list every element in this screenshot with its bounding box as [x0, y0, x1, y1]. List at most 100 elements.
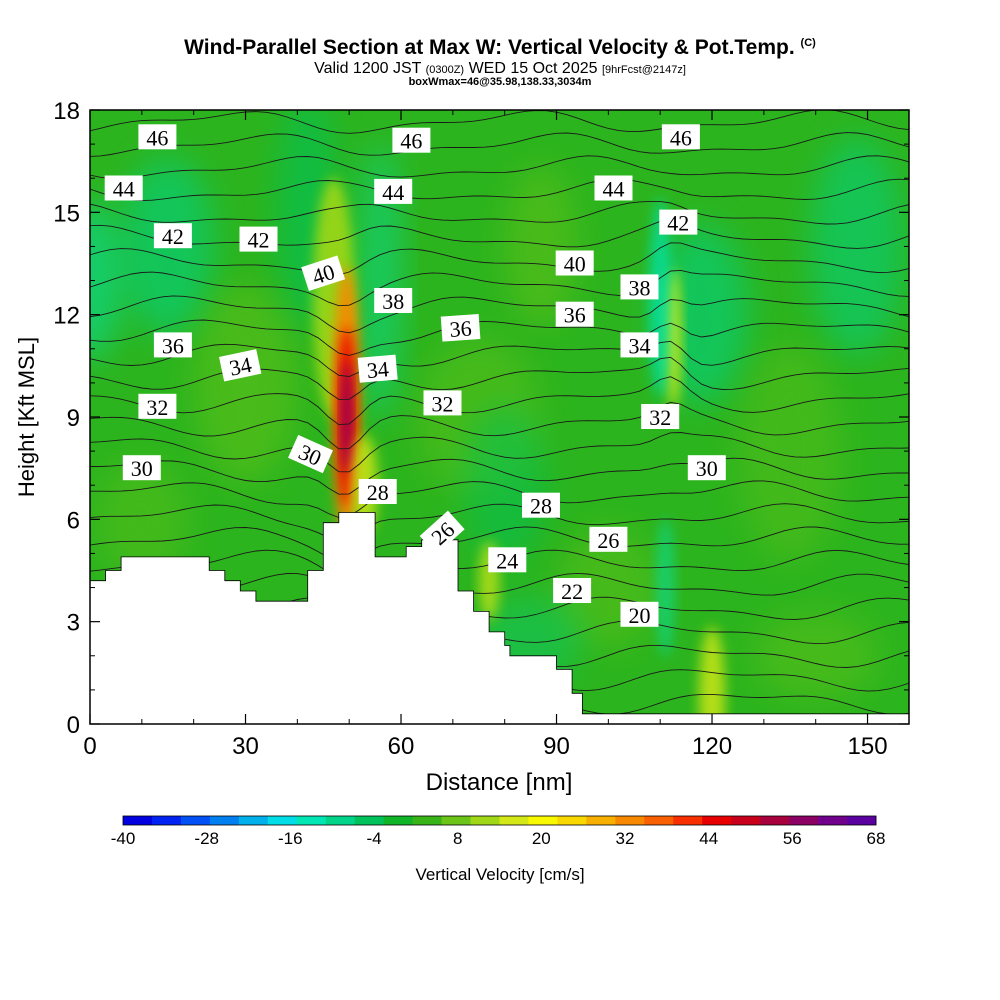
- y-tick-label: 15: [53, 200, 80, 227]
- contour-label: 40: [301, 255, 346, 291]
- contour-label-box: [357, 354, 398, 383]
- y-tick-label: 3: [67, 610, 80, 637]
- velocity-blob: [463, 405, 547, 566]
- contour-label: 44: [104, 175, 143, 202]
- theta-contour-line: [90, 178, 909, 202]
- contour-label-box: [219, 349, 262, 382]
- velocity-core: [699, 626, 726, 724]
- velocity-blob: [810, 136, 904, 357]
- contour-label-box: [641, 404, 680, 429]
- terrain-mask: [90, 512, 909, 724]
- contour-label-text: 44: [113, 177, 135, 202]
- contour-label: 42: [239, 226, 278, 253]
- plot-area: 46 46 46 44 44 44 42 42 42 40 40 38 38 36 36 36 34 34 34 32…: [90, 110, 909, 724]
- colorbar-swatch: [123, 816, 153, 825]
- colorbar-swatch: [180, 816, 211, 825]
- y-tick-label: 6: [67, 507, 80, 534]
- contour-label-text: 44: [603, 177, 625, 202]
- contour-label-text: 28: [530, 494, 552, 519]
- potential-temperature-contours: [90, 110, 909, 715]
- colorbar: -40 -28 -16 -4 8 20 32 44 56 68: [111, 815, 885, 848]
- contour-label-box: [440, 314, 481, 342]
- theta-contour-line: [90, 200, 909, 225]
- contour-label-box: [153, 332, 192, 358]
- contour-label: 46: [661, 124, 700, 150]
- contour-label-box: [239, 226, 278, 252]
- colorbar-tick-label: 20: [532, 829, 551, 848]
- contour-label-text: 40: [564, 252, 586, 277]
- colorbar-tick-label: 32: [616, 829, 635, 848]
- contour-label: 46: [138, 124, 177, 150]
- contour-label-box: [104, 175, 143, 201]
- contour-label-text: 32: [432, 391, 454, 416]
- x-axis-label: Distance [nm]: [426, 769, 573, 796]
- theta-contour-line: [90, 503, 909, 542]
- colorbar-swatch: [499, 816, 529, 825]
- contour-label-box: [553, 578, 592, 603]
- theta-contour-line: [90, 319, 909, 356]
- contour-label-text: 42: [248, 228, 270, 253]
- theta-contour-line: [90, 295, 909, 334]
- contour-label-box: [488, 547, 527, 573]
- colorbar-swatch: [789, 816, 819, 825]
- contour-label: 30: [122, 455, 161, 481]
- colorbar-swatch: [267, 816, 298, 825]
- contour-label-text: 32: [146, 395, 168, 420]
- contour-label-box: [374, 288, 413, 313]
- valid-time-subtitle: Valid 1200 JST (0300Z) WED 15 Oct 2025 […: [314, 60, 686, 77]
- theta-contour-line: [90, 242, 909, 276]
- y-tick-label: 0: [67, 712, 80, 739]
- colorbar-swatch: [673, 816, 703, 825]
- contour-label-text: 34: [366, 356, 390, 383]
- colorbar-tick-label: -28: [194, 829, 219, 848]
- vertical-velocity-field: [90, 110, 904, 724]
- velocity-blob: [90, 200, 122, 361]
- contour-label-text: 36: [449, 316, 473, 342]
- contour-label: 22: [553, 578, 592, 604]
- contour-label: 36: [153, 332, 192, 358]
- contour-label-box: [423, 390, 462, 416]
- contour-label-box: [555, 250, 594, 276]
- colorbar-swatch: [412, 816, 442, 825]
- theta-contour-line: [90, 219, 909, 249]
- contour-label: 42: [659, 209, 698, 236]
- colorbar-swatch: [644, 816, 674, 825]
- colorbar-tick-label: 56: [783, 829, 802, 848]
- contour-label-box: [687, 455, 726, 481]
- contour-label: 40: [555, 250, 594, 277]
- theta-contour-line: [90, 457, 909, 495]
- theta-contour-line: [90, 401, 909, 450]
- colorbar-swatch: [818, 816, 848, 825]
- theta-contour-line: [90, 480, 909, 519]
- contour-label-box: [153, 223, 192, 249]
- box-wmax-info: boxWmax=46@35.98,138.33,3034m: [408, 76, 592, 88]
- colorbar-swatch: [557, 816, 587, 825]
- colorbar-tick-label: -4: [366, 829, 381, 848]
- colorbar-swatch: [615, 816, 645, 825]
- contour-label-text: 28: [367, 480, 389, 505]
- contour-label: 42: [153, 223, 192, 249]
- colorbar-frame: [122, 815, 877, 826]
- contour-label-text: 42: [667, 211, 689, 236]
- contour-label-text: 30: [131, 456, 153, 481]
- contour-label-box: [358, 479, 397, 504]
- theta-contour-line: [90, 376, 909, 426]
- contour-label: 32: [641, 404, 680, 430]
- velocity-core: [656, 517, 675, 658]
- colorbar-swatch: [470, 816, 500, 825]
- contour-label-box: [392, 127, 431, 153]
- contour-label-text: 36: [564, 303, 586, 328]
- x-tick-label: 30: [232, 733, 259, 760]
- contour-label-text: 20: [629, 603, 651, 628]
- colorbar-tick-label: -16: [278, 829, 303, 848]
- contour-label-text: 34: [227, 352, 254, 381]
- contour-label: 44: [594, 175, 633, 202]
- contour-label: 36: [440, 314, 481, 342]
- colorbar-swatch: [296, 816, 327, 825]
- y-tick-label: 18: [53, 98, 80, 125]
- contour-label: 20: [620, 601, 659, 628]
- velocity-blob: [504, 166, 578, 327]
- contour-label-box: [555, 301, 594, 327]
- colorbar-swatch: [383, 816, 414, 825]
